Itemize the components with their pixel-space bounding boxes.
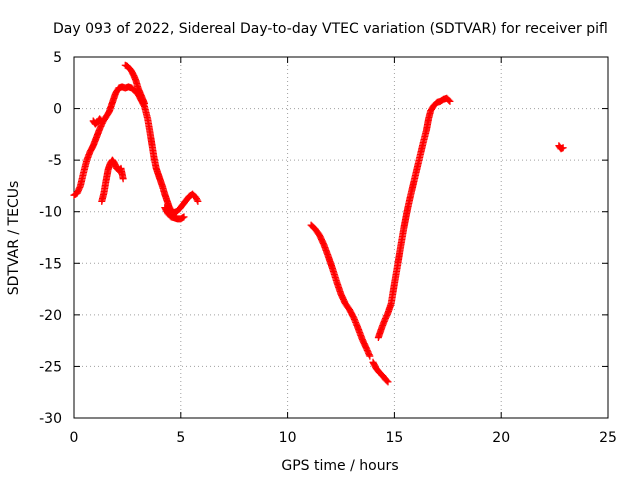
x-axis-label: GPS time / hours (281, 458, 398, 474)
x-tick-label: 5 (176, 430, 185, 446)
y-tick-label: 0 (53, 102, 62, 118)
axis-ticks: 0 5 10 15 20 25 5 0 -5 -10 -15 -20 -25 -30 (39, 50, 617, 446)
data-point (383, 377, 391, 385)
data-point (194, 197, 202, 205)
y-tick-label: -15 (39, 256, 62, 272)
data-point (366, 352, 374, 360)
data-point (179, 214, 187, 222)
y-tick-label: -5 (48, 153, 62, 169)
x-tick-label: 20 (492, 430, 510, 446)
y-tick-label: -30 (39, 411, 62, 427)
data-points (70, 61, 567, 386)
y-tick-label: -25 (39, 359, 62, 375)
x-tick-label: 0 (70, 430, 79, 446)
y-tick-label: -20 (39, 308, 62, 324)
y-axis-label: SDTVAR / TECUs (6, 181, 22, 296)
y-tick-label: 5 (53, 50, 62, 66)
data-point (446, 97, 454, 105)
data-point (98, 117, 106, 125)
data-point (559, 144, 567, 152)
grid-lines (74, 57, 608, 418)
data-point (119, 175, 127, 183)
data-point (140, 99, 148, 107)
y-tick-label: -10 (39, 205, 62, 221)
plot-frame (73, 56, 609, 419)
x-tick-label: 25 (599, 430, 617, 446)
data-point (180, 213, 188, 221)
data-point (384, 378, 392, 386)
data-point (445, 96, 453, 104)
data-point (97, 116, 105, 124)
chart-title: Day 093 of 2022, Sidereal Day-to-day VTE… (53, 21, 608, 37)
x-tick-label: 15 (385, 430, 403, 446)
data-point (193, 196, 201, 204)
x-tick-label: 10 (279, 430, 297, 446)
